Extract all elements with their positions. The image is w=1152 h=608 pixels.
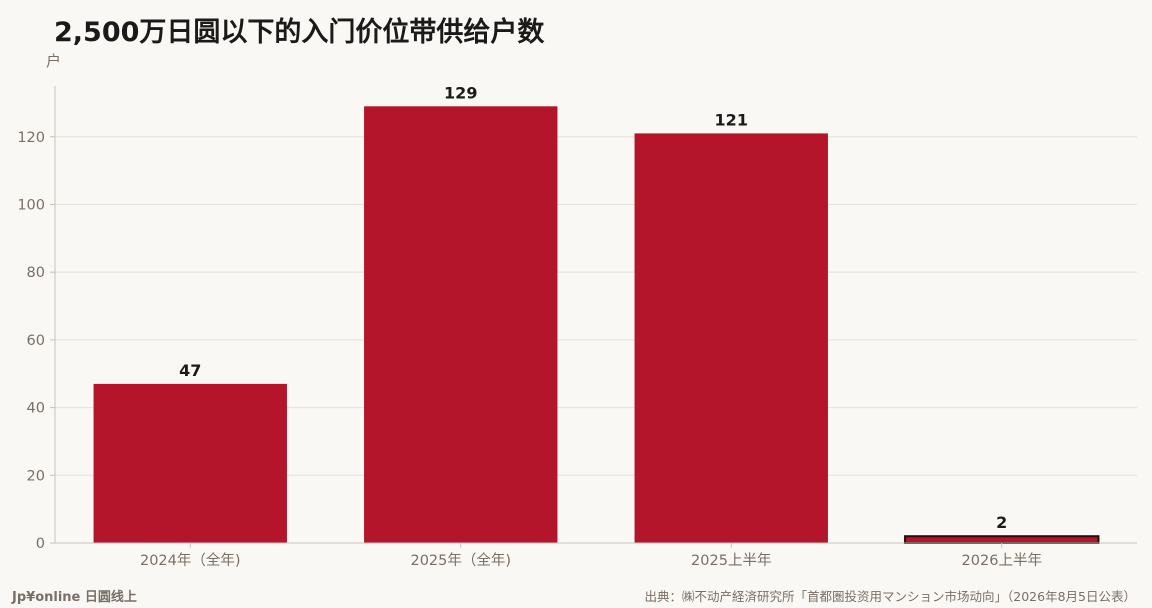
bar-value-label: 2 [996, 513, 1007, 532]
y-tick-label: 0 [36, 536, 45, 552]
x-tick-label: 2024年（全年) [140, 551, 241, 569]
bar [904, 535, 1100, 544]
y-tick-label: 40 [27, 401, 45, 417]
bar [634, 133, 828, 544]
bars [93, 106, 1100, 544]
bar-value-label: 121 [715, 110, 748, 129]
bar [93, 383, 287, 543]
axes [50, 86, 1137, 548]
labels: 0 20 40 60 80 100 120 47 2024年（全年) 129 2025年（全年) 12… [17, 83, 1042, 569]
x-tick-label: 2025年（全年) [410, 551, 511, 569]
x-tick-label: 2025上半年 [691, 552, 771, 569]
source-footer: 出典：㈱不动产経済研究所「首都圏投资用マンション市场动向」（2026年8月5日公… [644, 589, 1136, 604]
bar-value-label: 47 [179, 361, 201, 380]
bar [364, 106, 558, 544]
y-tick-label: 100 [17, 197, 45, 213]
chart-title: 2,500万日圆以下的入门价位带供给户数 [54, 17, 545, 48]
y-tick-label: 20 [27, 468, 45, 484]
y-tick-label: 80 [27, 265, 45, 281]
y-axis-unit-label: 户 [46, 52, 62, 70]
brand-footer: Jp¥online 日圆线上 [12, 590, 137, 605]
bar-value-label: 129 [444, 83, 477, 102]
grid-lines [55, 136, 1137, 476]
y-tick-label: 120 [17, 130, 45, 146]
x-tick-label: 2026上半年 [962, 552, 1042, 569]
y-tick-label: 60 [27, 333, 45, 349]
